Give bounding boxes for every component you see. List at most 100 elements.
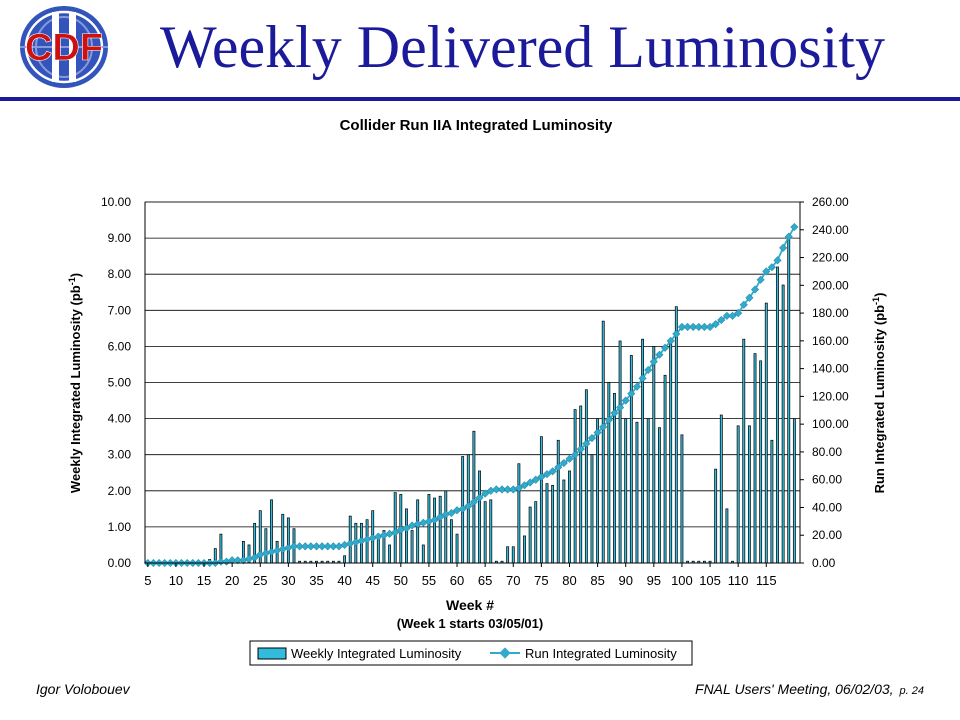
- x-tick-label: 35: [309, 573, 323, 588]
- x-tick-label: 30: [281, 573, 295, 588]
- cumulative-point: [565, 454, 574, 463]
- cumulative-point: [453, 506, 462, 515]
- weekly-bar: [517, 463, 521, 564]
- weekly-bar: [483, 501, 487, 564]
- cumulative-point: [571, 450, 580, 459]
- weekly-bar: [770, 439, 774, 564]
- cumulative-point: [576, 445, 585, 454]
- cumulative-point: [318, 542, 327, 551]
- cumulative-point: [413, 520, 422, 529]
- weekly-bar: [776, 266, 779, 564]
- x-tick-label: 105: [699, 573, 721, 588]
- weekly-bar: [286, 517, 290, 564]
- x-tick-label: 75: [534, 573, 548, 588]
- cumulative-point: [649, 357, 658, 366]
- cumulative-point: [554, 463, 563, 472]
- cumulative-point: [306, 542, 315, 551]
- cumulative-point: [700, 322, 709, 331]
- logo-text: CDF: [25, 27, 103, 69]
- cumulative-point: [363, 535, 372, 544]
- weekly-bar: [674, 306, 678, 564]
- cumulative-point: [593, 428, 602, 437]
- cumulative-point: [436, 513, 445, 522]
- cumulative-point: [244, 554, 254, 563]
- cumulative-point: [559, 459, 568, 468]
- y2-tick-label: 100.00: [812, 417, 849, 431]
- cumulative-point: [661, 343, 670, 352]
- cumulative-point: [424, 517, 433, 526]
- cdf-logo-icon: II CDF: [20, 6, 108, 88]
- cumulative-point: [520, 481, 529, 490]
- weekly-bar: [427, 494, 431, 564]
- cumulative-point: [694, 322, 703, 331]
- y-tick-label: 7.00: [108, 303, 132, 317]
- weekly-bar: [264, 528, 268, 564]
- cumulative-point: [284, 543, 293, 552]
- weekly-bar: [635, 421, 639, 564]
- y-tick-label: 9.00: [108, 231, 132, 245]
- weekly-bar: [646, 418, 650, 564]
- weekly-bar: [714, 468, 718, 564]
- cumulative-point: [767, 263, 776, 272]
- weekly-bar: [753, 353, 757, 564]
- y2-tick-label: 20.00: [812, 528, 842, 542]
- cumulative-point: [644, 365, 653, 375]
- x-tick-label: 60: [450, 573, 464, 588]
- y-tick-label: 5.00: [108, 376, 132, 390]
- weekly-bar: [669, 340, 673, 564]
- weekly-bar: [528, 506, 532, 564]
- footer-event: FNAL Users' Meeting, 06/02/03, p. 24: [695, 680, 924, 700]
- cumulative-point: [638, 374, 647, 383]
- cumulative-point: [599, 422, 608, 431]
- x-tick-label: 25: [253, 573, 267, 588]
- weekly-bar: [539, 436, 543, 564]
- y2-tick-label: 240.00: [812, 223, 849, 237]
- cumulative-point: [396, 525, 405, 534]
- x-tick-label: 90: [618, 573, 632, 588]
- cumulative-point: [458, 504, 467, 513]
- weekly-bar: [433, 497, 436, 564]
- cumulative-point: [402, 524, 411, 533]
- weekly-bar: [545, 483, 549, 564]
- cumulative-point: [447, 508, 456, 518]
- y2-tick-label: 200.00: [812, 278, 849, 292]
- y2-tick-label: 120.00: [812, 389, 849, 403]
- x-tick-label: 40: [337, 573, 351, 588]
- x-tick-label: 70: [506, 573, 520, 588]
- x-tick-label: 15: [197, 573, 211, 588]
- luminosity-chart: Collider Run IIA Integrated Luminosity 0…: [67, 117, 887, 666]
- cumulative-point: [706, 322, 715, 331]
- cumulative-point: [228, 556, 237, 565]
- weekly-bar: [551, 485, 555, 564]
- y-tick-label: 4.00: [108, 412, 132, 426]
- y2-tick-label: 0.00: [812, 556, 836, 570]
- cumulative-point: [475, 493, 484, 502]
- cumulative-point: [486, 486, 495, 495]
- cumulative-point: [368, 533, 377, 543]
- cumulative-point: [762, 267, 771, 276]
- weekly-bar: [579, 405, 583, 564]
- cumulative-point: [683, 322, 692, 331]
- cumulative-point: [672, 329, 681, 338]
- weekly-bar: [629, 355, 633, 564]
- x-tick-label: 115: [756, 573, 777, 588]
- weekly-bar: [652, 346, 656, 564]
- weekly-bar: [719, 414, 723, 564]
- cumulative-point: [531, 475, 540, 484]
- cumulative-point: [346, 539, 355, 548]
- cumulative-point: [542, 470, 552, 479]
- cumulative-point: [261, 549, 270, 558]
- cumulative-point: [329, 542, 338, 551]
- weekly-bar: [568, 470, 571, 564]
- cumulative-point: [239, 556, 248, 565]
- weekly-bar: [523, 535, 526, 564]
- y-tick-label: 1.00: [108, 520, 132, 534]
- x-tick-label: 100: [671, 573, 693, 588]
- cumulative-point: [273, 546, 282, 555]
- cumulative-point: [301, 542, 310, 551]
- cumulative-point: [441, 510, 450, 519]
- y-axis-label: Weekly Integrated Luminosity (pb-1): [67, 273, 83, 493]
- weekly-bar: [472, 430, 476, 564]
- weekly-bar: [618, 340, 622, 564]
- cumulative-point: [739, 300, 748, 309]
